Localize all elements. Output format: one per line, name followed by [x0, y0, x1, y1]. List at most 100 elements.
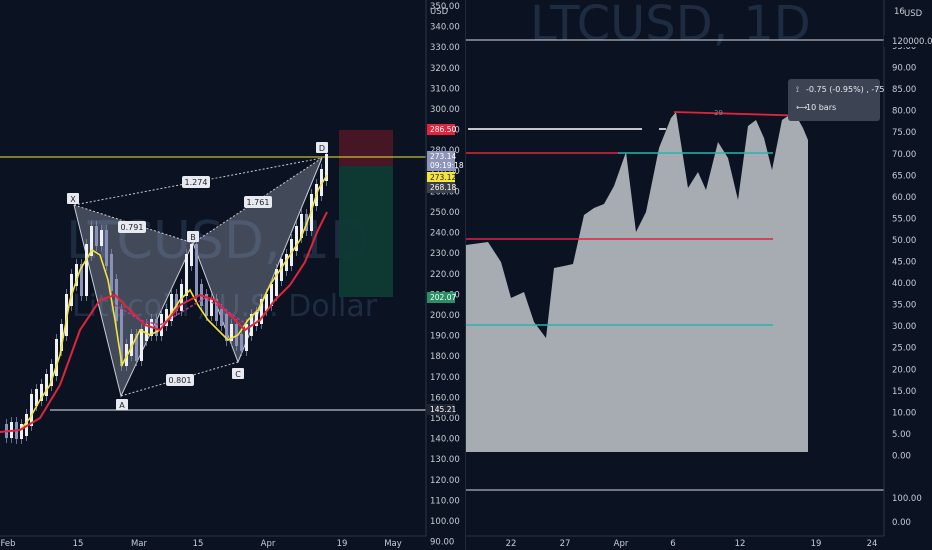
right-rsi-tick: 55.00: [892, 214, 916, 224]
right-date-ticks[interactable]: 22 27 Apr 6 12 19 24: [506, 539, 878, 549]
price-tag-label: 273.14: [430, 152, 456, 161]
pattern-triangle-xab: [74, 205, 193, 396]
right-chart-svg[interactable]: LTCUSD, 1D 29 95.0090.0085.0080.0075.007…: [466, 0, 932, 550]
right-date-tick: Apr: [614, 539, 629, 549]
left-price-tick: 240.00: [430, 229, 460, 239]
svg-text:1.761: 1.761: [247, 198, 270, 207]
right-price-ticks[interactable]: 95.0090.0085.0080.0075.0070.0065.0060.00…: [892, 42, 922, 528]
svg-text:X: X: [70, 195, 76, 204]
left-price-tick: 140.00: [430, 435, 460, 445]
left-price-tick: 350.00: [430, 2, 460, 12]
tooltip-bars: 10 bars: [806, 103, 837, 112]
trend-annotation: 29: [714, 109, 723, 117]
right-date-tick: 27: [560, 539, 571, 549]
right-rsi-tick: 30.00: [892, 322, 916, 332]
right-rsi-tick: 85.00: [892, 85, 916, 95]
left-date-tick: Mar: [131, 539, 148, 549]
panel-divider[interactable]: [465, 0, 466, 550]
left-price-tick: 340.00: [430, 23, 460, 33]
right-rsi-tick: 40.00: [892, 279, 916, 289]
svg-text:0.791: 0.791: [121, 223, 144, 232]
left-price-tick: 160.00: [430, 393, 460, 403]
right-date-tick: 19: [811, 539, 822, 549]
svg-text:1.274: 1.274: [185, 178, 208, 187]
right-rsi-tick: 45.00: [892, 258, 916, 268]
left-date-tick: Apr: [261, 539, 276, 549]
right-rsi-tick: 20.00: [892, 365, 916, 375]
right-rsi-tick: 10.00: [892, 408, 916, 418]
left-price-tick: 100.00: [430, 517, 460, 527]
left-price-tick: 230.00: [430, 249, 460, 259]
left-price-tick: 170.00: [430, 373, 460, 383]
left-price-tick: 190.00: [430, 332, 460, 342]
right-rsi-tick: 65.00: [892, 171, 916, 181]
price-tag-bg: [427, 404, 455, 415]
left-price-tick: 250.00: [430, 208, 460, 218]
right-date-tick: 6: [670, 539, 675, 549]
level-label: 120000.00: [892, 37, 932, 47]
left-chart-svg[interactable]: LTCUSD, 1D Litecoin / U.S. Dollar X: [0, 0, 466, 550]
price-tag-label: 273.12: [430, 173, 456, 182]
right-date-tick: 22: [506, 539, 517, 549]
right-rsi-tick: 15.00: [892, 387, 916, 397]
price-tag-label: 145.21: [430, 405, 456, 414]
right-axis-currency: USD: [904, 9, 923, 19]
pattern-ratio-labels: 1.274 0.791 1.761 0.801: [118, 176, 272, 386]
left-price-tick: 200.00: [430, 311, 460, 321]
left-date-tick: May: [384, 539, 402, 549]
right-rsi-tick: 0.00: [892, 451, 911, 461]
ma-slow-line: [0, 211, 328, 433]
left-date-tick: 15: [193, 539, 204, 549]
right-date-tick: 24: [867, 539, 878, 549]
svg-text:0.801: 0.801: [169, 376, 192, 385]
price-tag-bg: [427, 182, 455, 193]
measure-tooltip: ⟟ -0.75 (-0.95%) , -75 ⟷10 bars: [788, 79, 884, 121]
right-lower-tick: 100.00: [892, 494, 922, 504]
right-rsi-tick: 70.00: [892, 150, 916, 160]
left-price-tick: 320.00: [430, 64, 460, 74]
left-date-tick: 15: [73, 539, 84, 549]
left-price-tick: 130.00: [430, 455, 460, 465]
level-label-bg: [884, 35, 932, 47]
right-rsi-tick: 50.00: [892, 236, 916, 246]
left-price-tick: 120.00: [430, 476, 460, 486]
right-lower-tick: 0.00: [892, 518, 911, 528]
bars-icon: ⟷: [796, 103, 808, 112]
right-date-tick: 12: [735, 539, 746, 549]
left-watermark-symbol: LTCUSD, 1D: [66, 211, 370, 271]
rsi-area: [466, 112, 808, 452]
price-tag-label: 09:19:18: [430, 161, 464, 170]
left-chart-panel[interactable]: LTCUSD, 1D Litecoin / U.S. Dollar X: [0, 0, 466, 550]
right-axis-top-tag: 16: [894, 7, 905, 17]
left-price-tick: 330.00: [430, 43, 460, 53]
left-date-tick: Feb: [0, 539, 15, 549]
left-axis-currency: USD: [430, 7, 449, 17]
price-tag-label: 286.50: [430, 125, 456, 134]
price-tag-bg: [427, 151, 455, 162]
svg-text:B: B: [190, 233, 196, 242]
left-date-tick: 19: [337, 539, 348, 549]
left-price-tick: 270.00: [430, 167, 460, 177]
ma-dashed-line: [114, 297, 246, 326]
left-price-tick: 300.00: [430, 105, 460, 115]
price-tag-bg: [427, 172, 455, 183]
svg-text:C: C: [235, 370, 241, 379]
left-price-tick: 180.00: [430, 352, 460, 362]
right-rsi-tick: 60.00: [892, 193, 916, 203]
pattern-point-labels: X A B C D: [67, 142, 328, 410]
left-price-ticks[interactable]: 350.00340.00330.00320.00310.00300.00290.…: [430, 2, 460, 548]
right-rsi-tick: 90.00: [892, 64, 916, 74]
stop-zone[interactable]: [339, 130, 393, 166]
target-zone[interactable]: [339, 166, 393, 297]
range-icon: ⟟: [796, 85, 799, 94]
price-tag-label: 268.18: [430, 183, 456, 192]
right-rsi-tick: 25.00: [892, 344, 916, 354]
left-price-tick: 150.00: [430, 414, 460, 424]
left-price-tick: 110.00: [430, 496, 460, 506]
right-chart-panel[interactable]: LTCUSD, 1D 29 95.0090.0085.0080.0075.007…: [466, 0, 932, 550]
right-rsi-tick: 75.00: [892, 128, 916, 138]
left-date-ticks[interactable]: Feb 15 Mar 15 Apr 19 May: [0, 539, 401, 549]
price-tag-bg: [427, 160, 455, 171]
price-tag-bg: [427, 292, 455, 303]
